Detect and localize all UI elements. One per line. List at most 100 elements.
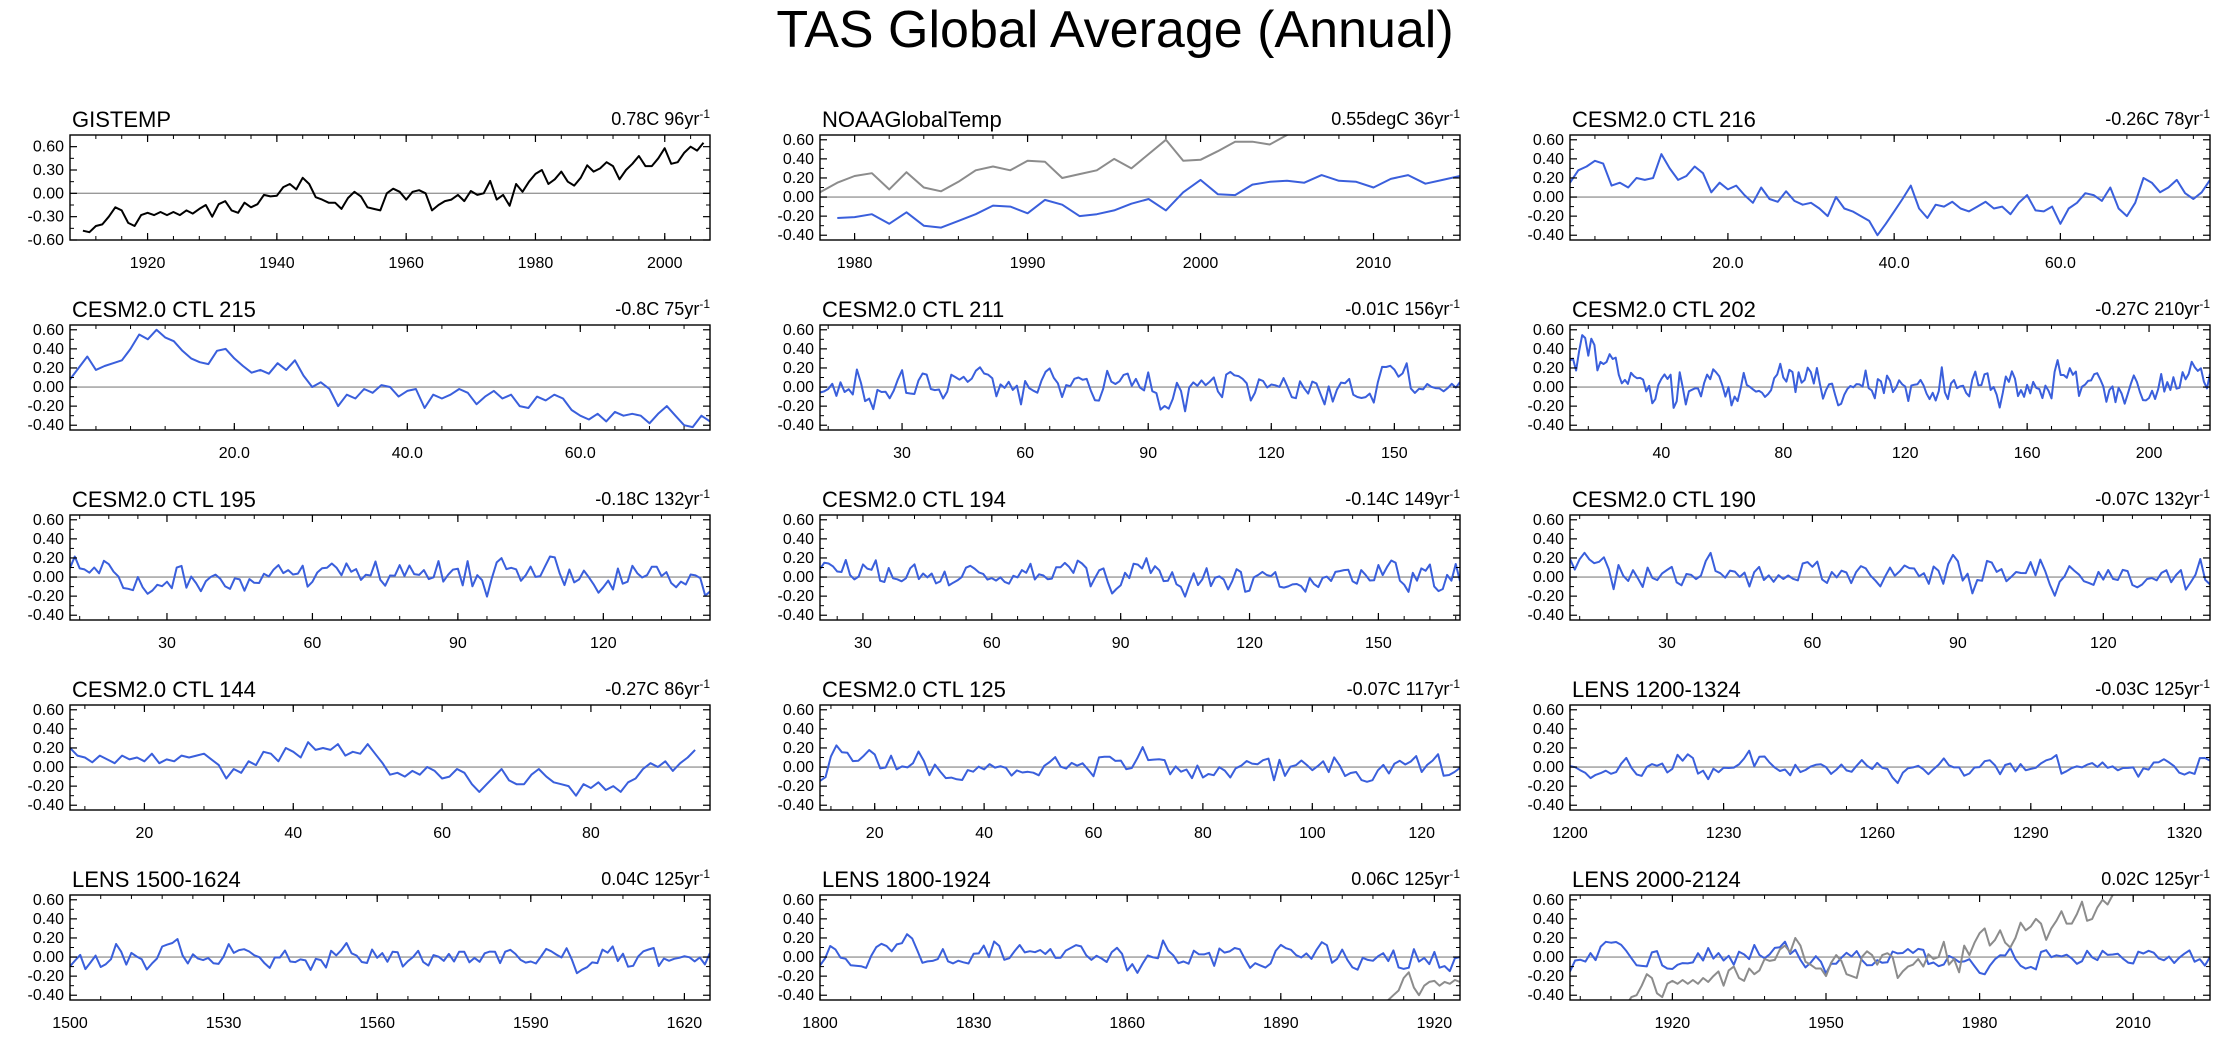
- panel-trend: -0.07C 117yr-1: [1347, 677, 1461, 699]
- x-tick-label: 1320: [2167, 825, 2203, 842]
- x-tick-label: 1800: [802, 1015, 838, 1032]
- x-tick-label: 1890: [1263, 1015, 1299, 1032]
- y-tick-label: 0.00: [783, 569, 814, 586]
- x-tick-label: 60: [1085, 825, 1103, 842]
- x-tick-label: 2010: [2115, 1015, 2151, 1032]
- y-tick-label: -0.40: [778, 417, 815, 434]
- y-tick-label: 0.40: [33, 531, 64, 548]
- x-tick-label: 1260: [1859, 825, 1895, 842]
- x-tick-label: 150: [1381, 445, 1408, 462]
- series-line-overlay: [1386, 971, 1460, 1000]
- x-tick-label: 30: [1658, 635, 1676, 652]
- series-line-model: [70, 328, 710, 429]
- series-line-obs: [82, 142, 705, 234]
- plot-frame: [819, 134, 1461, 241]
- x-tick-label: 80: [1774, 445, 1792, 462]
- panel-trend: -0.27C 210yr-1: [2095, 297, 2210, 319]
- y-tick-label: 0.60: [33, 892, 64, 909]
- panel-trend-exponent: -1: [699, 107, 710, 121]
- x-tick-label: 1290: [2013, 825, 2049, 842]
- y-tick-label: 0.00: [1533, 189, 1564, 206]
- panel-9: CESM2.0 CTL 190 -0.07C 132yr-1 0.60 0.40 0.2…: [1528, 487, 2211, 652]
- y-tick-label: 0.40: [33, 341, 64, 358]
- panel-trend-exponent: -1: [1449, 107, 1460, 121]
- panel-trend-exponent: -1: [2199, 867, 2210, 881]
- y-tick-label: 0.60: [33, 702, 64, 719]
- y-tick-label: 0.40: [783, 531, 814, 548]
- y-tick-label: -0.30: [28, 209, 65, 226]
- y-tick-label: 0.20: [1533, 170, 1564, 187]
- panel-1: GISTEMP 0.78C 96yr-1 0.60 0.30 0.00 -0.30 -0.6…: [28, 107, 711, 272]
- x-tick-label: 120: [1408, 825, 1435, 842]
- panel-title: CESM2.0 CTL 215: [72, 297, 256, 322]
- series-line-model: [1570, 334, 2210, 409]
- x-tick-label: 150: [1365, 635, 1392, 652]
- y-tick-label: -0.20: [778, 588, 815, 605]
- y-tick-label: 0.60: [1533, 132, 1564, 149]
- series-line-model: [820, 933, 1460, 974]
- y-tick-label: -0.20: [1528, 208, 1565, 225]
- page-title: TAS Global Average (Annual): [776, 1, 1454, 59]
- panel-title: CESM2.0 CTL 190: [1572, 487, 1756, 512]
- x-tick-label: 1560: [359, 1015, 395, 1032]
- panel-trend: 0.55degC 36yr-1: [1331, 107, 1460, 129]
- y-tick-label: 0.60: [783, 132, 814, 149]
- panel-trend-exponent: -1: [2199, 487, 2210, 501]
- x-tick-label: 40.0: [1879, 255, 1910, 272]
- plot-frame: [1569, 894, 2211, 1001]
- y-tick-label: -0.20: [28, 778, 65, 795]
- x-tick-label: 20.0: [1712, 255, 1743, 272]
- x-tick-label: 40.0: [392, 445, 423, 462]
- y-tick-label: 0.00: [33, 759, 64, 776]
- y-tick-label: 0.60: [33, 139, 64, 156]
- panel-trend: -0.18C 132yr-1: [595, 487, 710, 509]
- x-tick-label: 120: [1892, 445, 1919, 462]
- y-tick-label: 0.40: [1533, 721, 1564, 738]
- y-tick-label: 0.30: [33, 162, 64, 179]
- y-tick-label: 0.20: [1533, 360, 1564, 377]
- x-tick-label: 120: [2090, 635, 2117, 652]
- x-tick-label: 1620: [667, 1015, 703, 1032]
- series-line-model: [820, 744, 1460, 783]
- y-tick-label: -0.20: [1528, 588, 1565, 605]
- y-tick-label: 0.20: [1533, 930, 1564, 947]
- y-tick-label: 0.40: [33, 911, 64, 928]
- series-line-model: [1570, 153, 2210, 237]
- panel-title: CESM2.0 CTL 144: [72, 677, 256, 702]
- y-tick-label: 0.60: [1533, 512, 1564, 529]
- y-tick-label: 0.60: [33, 512, 64, 529]
- y-tick-label: 0.20: [33, 360, 64, 377]
- x-tick-label: 1960: [388, 255, 424, 272]
- y-tick-label: -0.40: [778, 797, 815, 814]
- x-tick-label: 40: [284, 825, 302, 842]
- plot-frame: [1569, 704, 2211, 811]
- x-tick-label: 30: [854, 635, 872, 652]
- y-tick-label: -0.20: [28, 588, 65, 605]
- x-tick-label: 90: [1949, 635, 1967, 652]
- x-tick-label: 1830: [956, 1015, 992, 1032]
- panel-title: CESM2.0 CTL 195: [72, 487, 256, 512]
- y-tick-label: 0.20: [1533, 740, 1564, 757]
- x-tick-label: 30: [158, 635, 176, 652]
- y-tick-label: 0.60: [33, 322, 64, 339]
- x-tick-label: 2000: [1183, 255, 1219, 272]
- y-tick-label: 0.60: [783, 512, 814, 529]
- panel-trend: -0.26C 78yr-1: [2105, 107, 2210, 129]
- x-tick-label: 120: [1236, 635, 1263, 652]
- y-tick-label: -0.20: [1528, 398, 1565, 415]
- panel-trend-exponent: -1: [2199, 107, 2210, 121]
- y-tick-label: 0.00: [33, 569, 64, 586]
- y-tick-label: -0.40: [1528, 797, 1565, 814]
- panel-title: CESM2.0 CTL 202: [1572, 297, 1756, 322]
- panel-trend-exponent: -1: [1449, 867, 1460, 881]
- series-line-model: [70, 555, 710, 598]
- y-tick-label: -0.40: [1528, 227, 1565, 244]
- x-tick-label: 120: [590, 635, 617, 652]
- panel-5: CESM2.0 CTL 211 -0.01C 156yr-1 0.60 0.40 0.2…: [778, 297, 1461, 462]
- x-tick-label: 1950: [1808, 1015, 1844, 1032]
- panel-trend: 0.06C 125yr-1: [1351, 867, 1460, 889]
- y-tick-label: -0.40: [28, 797, 65, 814]
- panel-trend-exponent: -1: [2199, 677, 2210, 691]
- panel-trend: -0.01C 156yr-1: [1345, 297, 1460, 319]
